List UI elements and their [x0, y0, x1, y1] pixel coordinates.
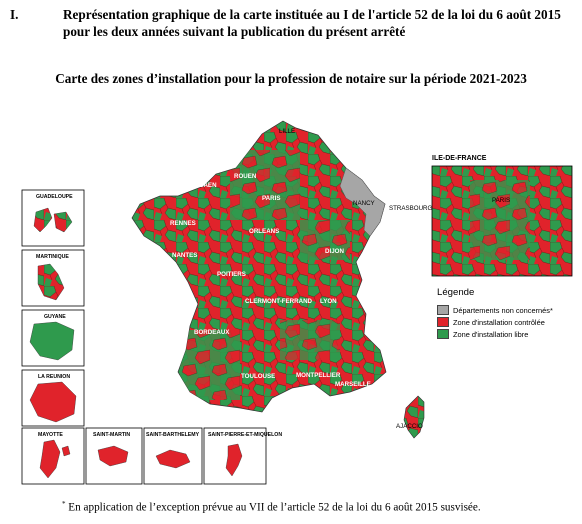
- inset-ile-de-france: PARIS: [431, 165, 573, 277]
- map-saint-martin: [97, 445, 129, 467]
- city-poitiers: POITIERS: [217, 271, 246, 278]
- map-saint-barthelemy: [155, 449, 191, 469]
- legend-title: Légende: [437, 287, 475, 298]
- city-strasbourg: STRASBOURG: [389, 205, 433, 212]
- city-montpellier: MONTPELLIER: [296, 372, 341, 379]
- excluded-departments: [339, 167, 386, 237]
- map-saint-pierre: [225, 443, 243, 477]
- legend-label-free: Zone d'installation libre: [453, 329, 529, 339]
- inset-idf-title: ILE-DE-FRANCE: [432, 155, 487, 162]
- legend-label-excluded: Départements non concernés*: [453, 305, 553, 315]
- city-paris-inset: PARIS: [492, 197, 510, 204]
- city-nancy: NANCY: [353, 200, 375, 207]
- city-labels: LILLE ROUEN CAEN PARIS NANCY STRASBOURG …: [170, 128, 433, 430]
- legend-swatch-controlled-icon: [437, 317, 449, 327]
- map-mayotte: [39, 439, 71, 479]
- heading: I. Représentation graphique de la carte …: [10, 6, 570, 40]
- legend-swatch-excluded-icon: [437, 305, 449, 315]
- city-lyon: LYON: [320, 298, 337, 305]
- map-guyane: [29, 321, 75, 361]
- label-saint-barthelemy: SAINT-BARTHELEMY: [146, 432, 200, 438]
- legend-label-controlled: Zone d'installation contrôlée: [453, 317, 545, 327]
- legend-swatch-free-icon: [437, 329, 449, 339]
- legend-item-excluded: Départements non concernés*: [437, 305, 553, 315]
- city-paris: PARIS: [262, 195, 280, 202]
- city-clermont: CLERMONT-FERRAND: [245, 298, 313, 305]
- map-martinique: [37, 263, 65, 301]
- legend-item-controlled: Zone d'installation contrôlée: [437, 317, 545, 327]
- map-la-reunion: [29, 381, 77, 423]
- city-lille: LILLE: [279, 128, 295, 135]
- label-mayotte: MAYOTTE: [38, 432, 63, 438]
- overseas-territories: GUADELOUPE MARTINIQUE GUYANE LA REUNION …: [21, 189, 282, 485]
- heading-text: Représentation graphique de la carte ins…: [63, 7, 561, 39]
- label-guyane: GUYANE: [44, 314, 66, 320]
- city-toulouse: TOULOUSE: [241, 373, 275, 380]
- city-ajaccio: AJACCIO: [396, 423, 423, 430]
- mainland-france: [131, 120, 425, 439]
- footnote-text: En application de l’exception prévue au …: [68, 501, 481, 514]
- city-rennes: RENNES: [170, 220, 196, 227]
- label-martinique: MARTINIQUE: [36, 254, 69, 260]
- corsica: [403, 395, 425, 439]
- city-orleans: ORLEANS: [249, 228, 279, 235]
- legend-item-free: Zone d'installation libre: [437, 329, 528, 339]
- city-marseille: MARSEILLE: [335, 381, 371, 388]
- footnote-mark: *: [62, 500, 66, 508]
- label-la-reunion: LA REUNION: [38, 374, 70, 380]
- city-rouen: ROUEN: [234, 173, 257, 180]
- city-caen: CAEN: [199, 182, 217, 189]
- heading-number: I.: [10, 7, 19, 22]
- city-bordeaux: BORDEAUX: [194, 329, 230, 336]
- map-subtitle: Carte des zones d’installation pour la p…: [55, 71, 527, 86]
- label-saint-pierre: SAINT-PIERRE-ET-MIQUELON: [208, 432, 282, 438]
- map-guadeloupe: [33, 207, 73, 233]
- label-saint-martin: SAINT-MARTIN: [93, 432, 130, 438]
- city-nantes: NANTES: [172, 252, 197, 259]
- footnote: * En application de l’exception prévue a…: [62, 500, 481, 514]
- label-guadeloupe: GUADELOUPE: [36, 194, 73, 200]
- city-dijon: DIJON: [325, 248, 344, 255]
